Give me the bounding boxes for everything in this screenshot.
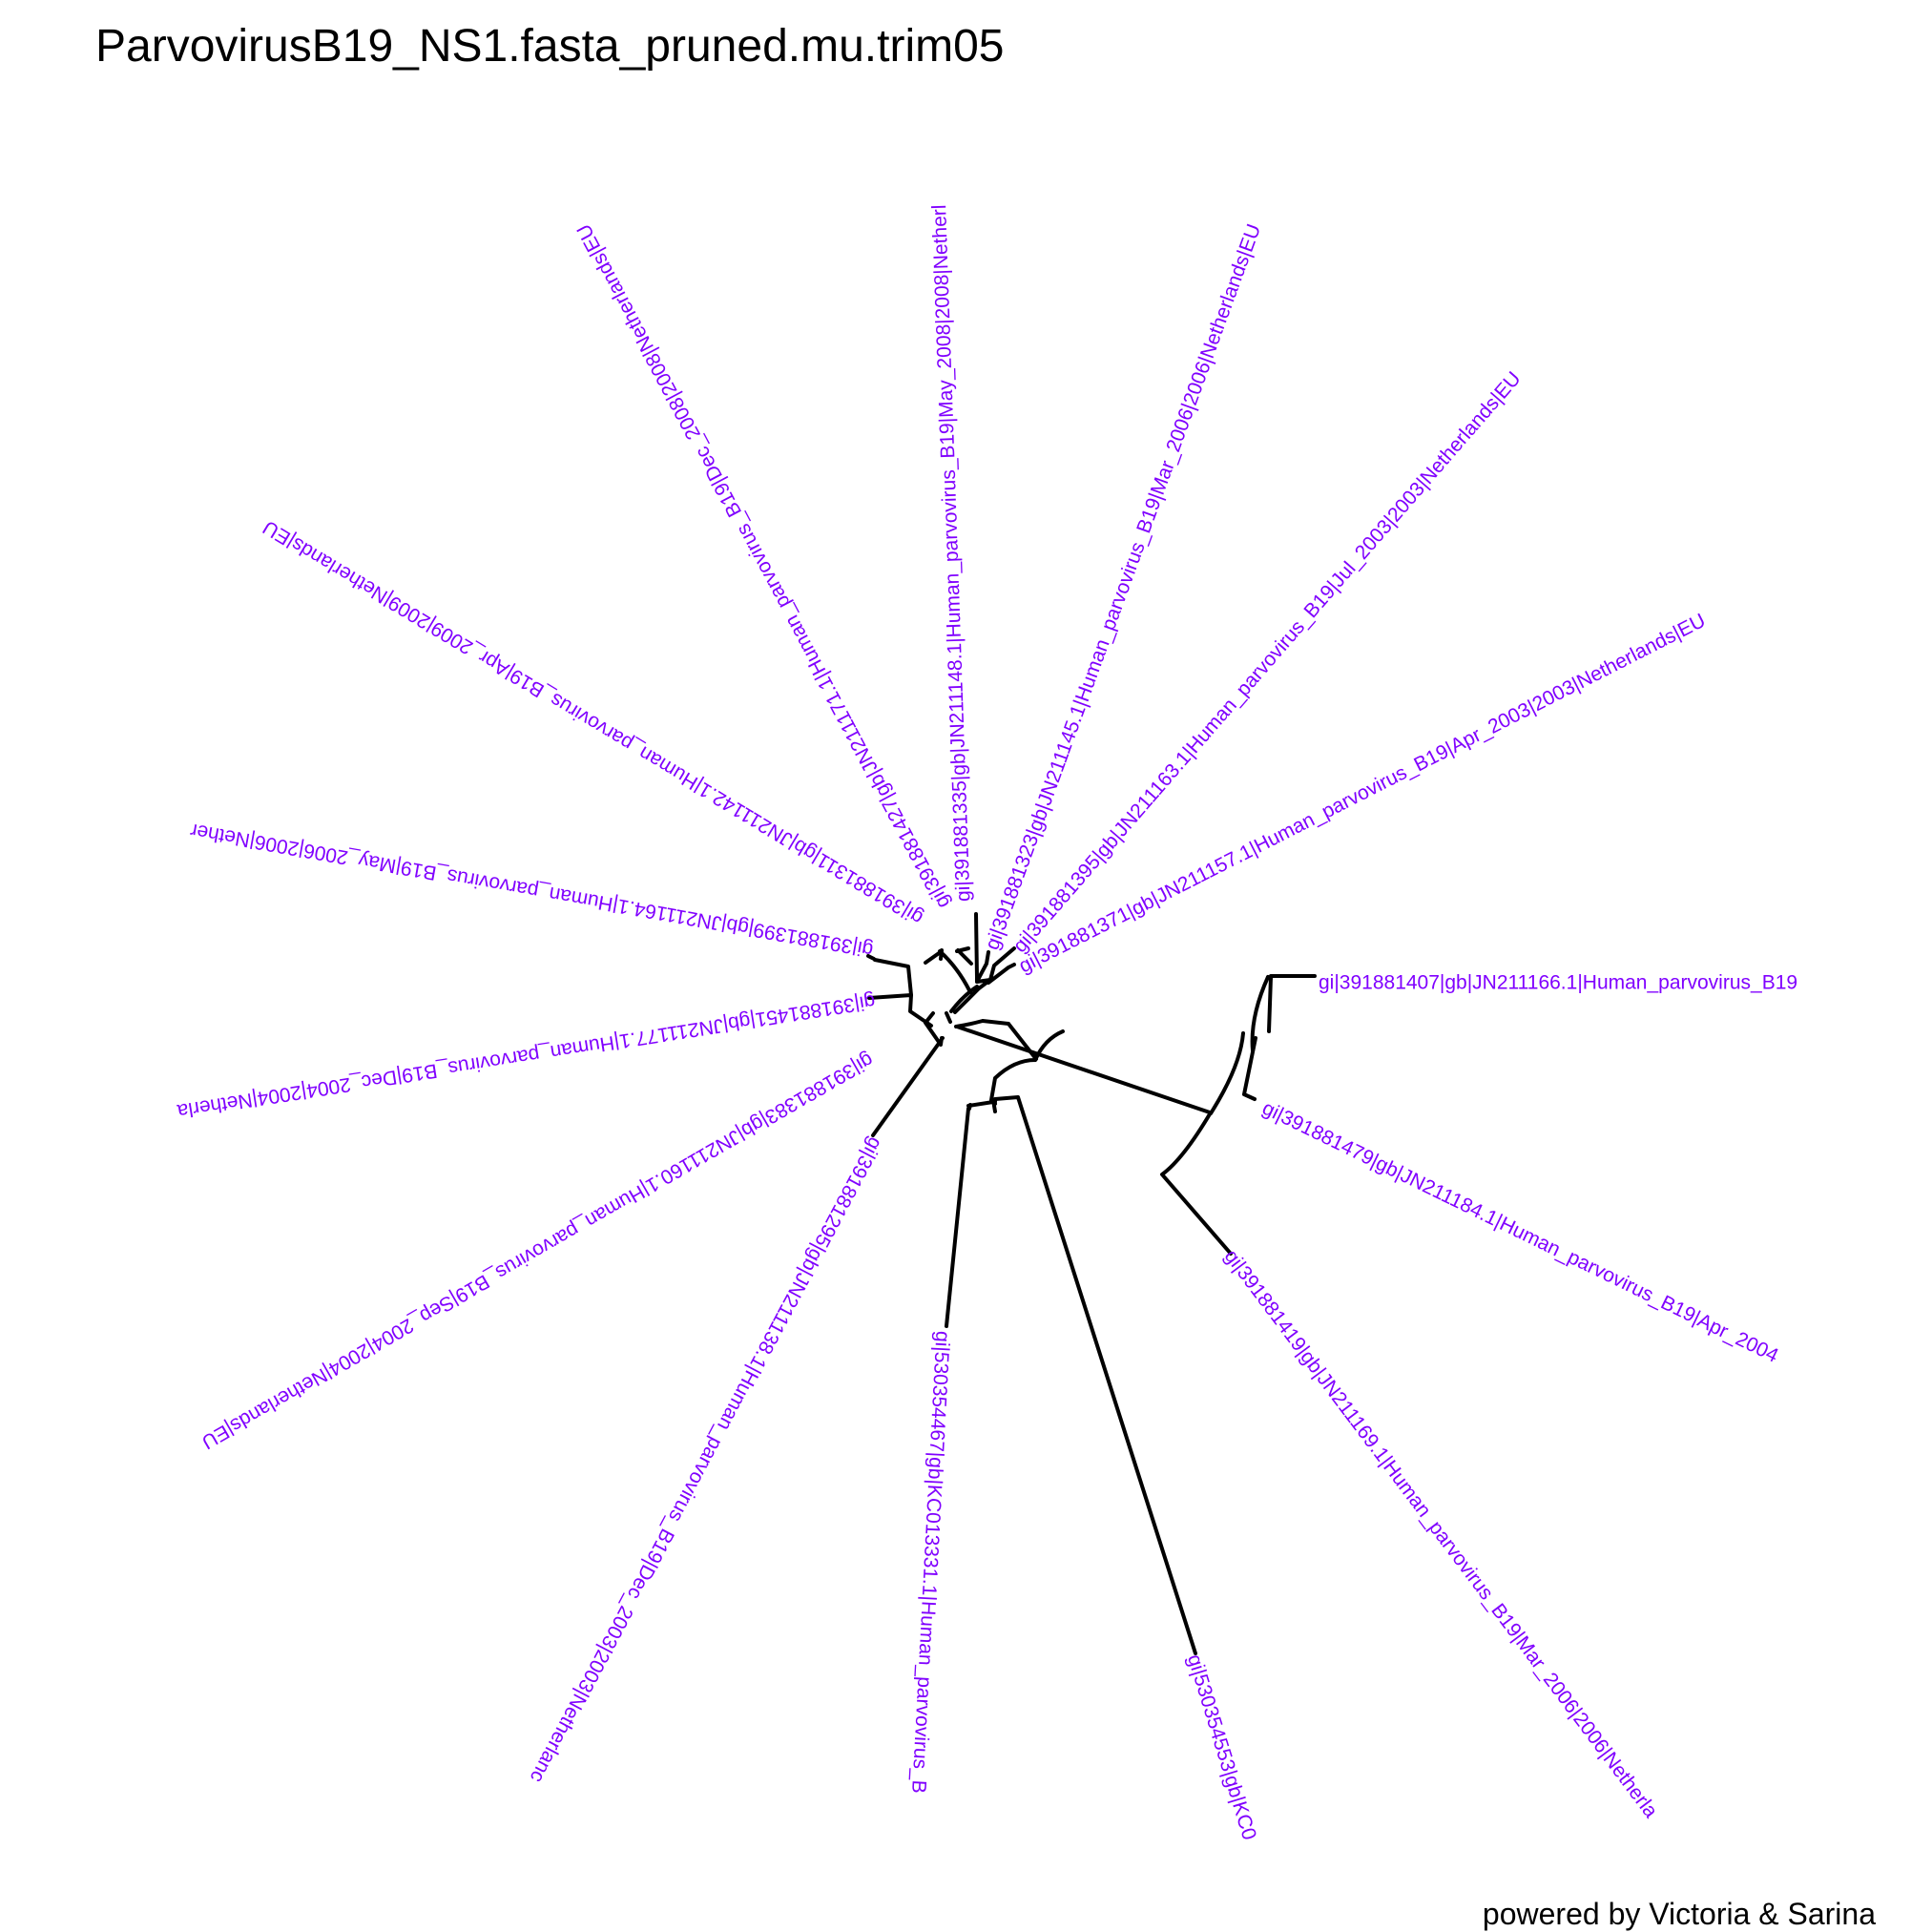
branch-tip-479 bbox=[1242, 1036, 1257, 1101]
branch-center-arc bbox=[989, 1058, 1037, 1102]
tip-label: gi|391881419|gb|JN211169.1|Human_parvovi… bbox=[1220, 1246, 1662, 1822]
branch-left-arc bbox=[945, 1011, 1038, 1061]
branch-tip-467 bbox=[945, 1103, 972, 1328]
branch-tip-427 bbox=[955, 946, 973, 966]
branch-tip-335 bbox=[974, 912, 979, 984]
tip-label: gi|391881451|gb|JN211177.1|Human_parvovi… bbox=[176, 990, 877, 1123]
branch-tip-451 bbox=[867, 993, 933, 1028]
branch-tip-419 bbox=[1160, 1111, 1233, 1256]
tip-label: gi|391881383|gb|JN211160.1|Human_parvovi… bbox=[197, 1049, 877, 1453]
credit-text: powered by Victoria & Sarina bbox=[1483, 1897, 1876, 1931]
tip-label: gi|530354553|gb|KC0 bbox=[1183, 1652, 1260, 1842]
tip-labels: gi|391881407|gb|JN211166.1|Human_parvovi… bbox=[176, 204, 1797, 1842]
branch-tip-383 bbox=[871, 1011, 945, 1137]
branch-right-clade-arc bbox=[1209, 975, 1270, 1115]
tip-label: gi|391881427|gb|JN211171.1|Human_parvovi… bbox=[572, 220, 954, 912]
branch-tip-311 bbox=[924, 948, 972, 994]
branch-tip-553 bbox=[993, 1095, 1197, 1655]
branch-root-to-right-clade bbox=[955, 1025, 1212, 1114]
branch-lower-arc bbox=[966, 1098, 997, 1113]
branch-root-arc-right bbox=[1033, 1029, 1065, 1062]
tip-label: gi|530354467|gb|KC013331.1|Human_parvovi… bbox=[907, 1330, 953, 1794]
branch-tip-399 bbox=[866, 954, 913, 997]
tip-label: gi|391881407|gb|JN211166.1|Human_parvovi… bbox=[1319, 972, 1797, 994]
plot-title: ParvovirusB19_NS1.fasta_pruned.mu.trim05 bbox=[95, 21, 1004, 72]
branch-tip-407 bbox=[1266, 974, 1317, 1033]
tree-branches bbox=[866, 912, 1317, 1655]
branch-hub bbox=[953, 978, 992, 1014]
tip-label: gi|391881335|gb|JN211148.1|Human_parvovi… bbox=[928, 204, 974, 902]
tip-label: gi|391881371|gb|JN211157.1|Human_parvovi… bbox=[1015, 610, 1709, 978]
branch-tip-323 bbox=[977, 950, 990, 980]
tip-label: gi|391881479|gb|JN211184.1|Human_parvovi… bbox=[1258, 1097, 1781, 1367]
